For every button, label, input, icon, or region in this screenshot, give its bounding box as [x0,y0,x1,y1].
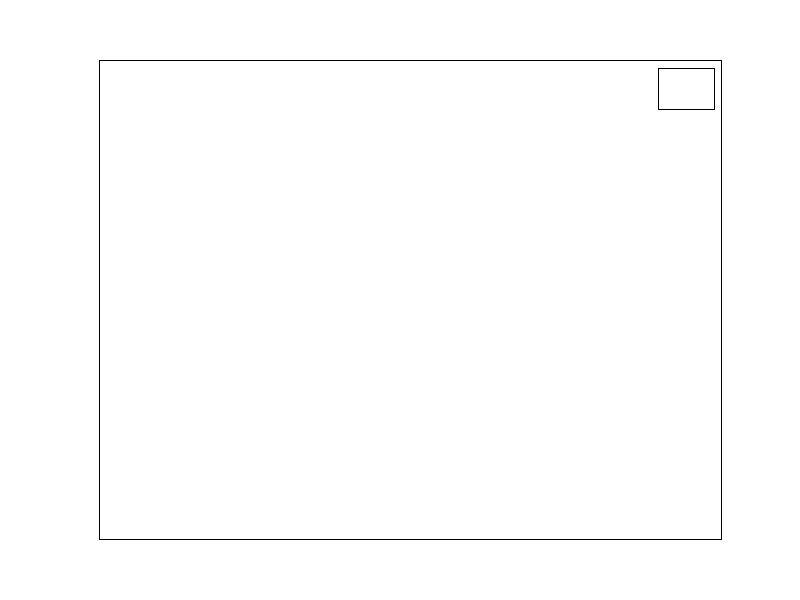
legend-item-fp [668,92,705,103]
plot-area [99,60,722,540]
fp-color-swatch [668,92,697,103]
legend-item-tp [668,75,705,86]
legend [658,68,715,110]
tp-color-swatch [668,75,697,86]
